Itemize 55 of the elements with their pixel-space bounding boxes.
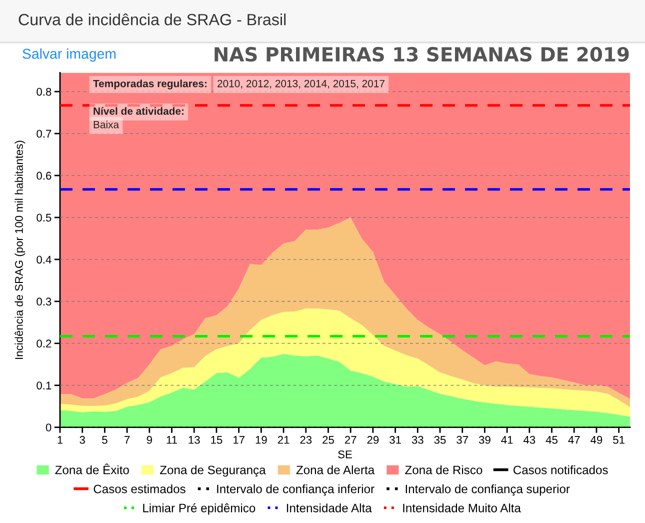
x-tick-label: 21 (278, 436, 290, 444)
x-tick-label: 7 (124, 436, 130, 444)
y-tick-label: 0.2 (36, 340, 52, 348)
annotation: Baixa (94, 120, 120, 128)
legend-label: Intensidade Muito Alta (403, 503, 521, 512)
x-tick-label: 47 (568, 436, 580, 444)
x-tick-label: 41 (501, 436, 513, 444)
x-tick-label: 19 (256, 436, 267, 444)
x-tick-label: 5 (102, 436, 108, 444)
x-tick-label: 25 (322, 436, 334, 444)
y-tick-label: 0.8 (36, 88, 52, 96)
x-tick-label: 13 (188, 436, 200, 444)
x-tick-label: 9 (146, 436, 152, 444)
y-tick-label: 0.5 (36, 214, 52, 222)
legend-label: Casos estimados (94, 484, 186, 494)
y-tick-label: 0.3 (36, 298, 52, 306)
annotation: Temporadas regulares: (93, 80, 206, 90)
legend-label: Limiar Pré epidêmico (143, 503, 256, 515)
legend-label: Intensidade Alta (286, 503, 372, 512)
x-tick-label: 51 (613, 436, 624, 444)
x-tick-label: 3 (80, 436, 85, 444)
y-tick-label: 0.7 (36, 130, 52, 138)
annotation: Nível de atividade: (94, 107, 184, 115)
legend-label: Intervalo de confiança inferior (217, 484, 374, 496)
legend-label: Casos notificados (514, 465, 608, 474)
legend-label: Intervalo de confiança superior (406, 484, 570, 496)
y-tick-label: 0.1 (36, 382, 52, 390)
x-tick-label: 49 (590, 436, 602, 444)
x-tick-label: 23 (300, 436, 312, 444)
x-tick-label: 45 (546, 436, 558, 444)
text: NAS PRIMEIRAS 13 SEMANAS DE 2019 (214, 46, 629, 62)
x-tick-label: 29 (367, 436, 379, 444)
x-tick-label: 1 (58, 436, 63, 444)
x-tick-label: 37 (456, 436, 468, 444)
y-tick-label: 0.4 (36, 256, 52, 264)
chart-title: Curva de incidência de SRAG - Brasil (18, 13, 286, 26)
x-tick-label: 27 (344, 436, 356, 444)
x-tick-label: 43 (523, 436, 536, 444)
legend-label: Zona de Risco (405, 465, 482, 474)
text: Salvar imagem (22, 48, 116, 62)
annotation: 2010, 2012, 2013, 2014, 2015, 2017 (218, 80, 384, 89)
x-tick-label: 39 (478, 436, 490, 444)
legend-label: Zona de Êxito (55, 464, 129, 474)
legend-label: Zona de Segurança (160, 465, 266, 477)
y-tick-label: 0 (46, 424, 52, 432)
x-tick-label: 15 (211, 436, 222, 444)
legend-label: Zona de Alerta (296, 465, 375, 474)
y-tick-label: 0.6 (36, 172, 52, 180)
x-tick-label: 11 (166, 436, 177, 444)
x-axis-title: SE (338, 450, 352, 458)
x-tick-label: 35 (434, 436, 446, 444)
x-tick-label: 31 (390, 436, 401, 444)
y-axis-title: Incidência de SRAG (por 100 mil habitantes) (14, 140, 26, 359)
x-tick-label: 33 (412, 436, 424, 444)
x-tick-label: 17 (233, 436, 244, 444)
